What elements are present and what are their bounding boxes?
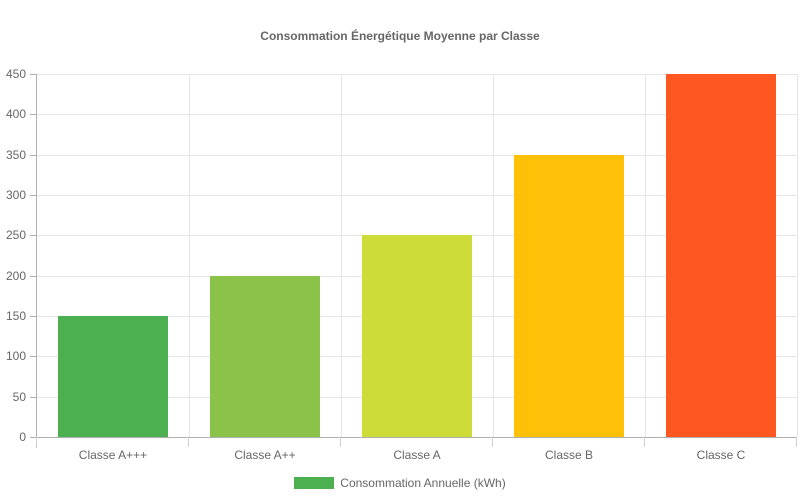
grid-line-vertical xyxy=(645,74,646,437)
y-tick-mark xyxy=(30,437,36,438)
grid-line-horizontal xyxy=(37,154,797,156)
y-tick-mark xyxy=(30,356,36,358)
x-tick-mark xyxy=(492,437,493,447)
x-tick-label: Classe A+++ xyxy=(78,448,148,462)
x-tick-mark xyxy=(340,437,341,447)
grid-line-vertical xyxy=(189,74,190,437)
bar-classe-aplusplusplus[interactable] xyxy=(58,316,168,437)
grid-line-horizontal xyxy=(37,74,797,75)
bar-classe-a[interactable] xyxy=(362,235,472,437)
bar-classe-b[interactable] xyxy=(514,154,624,437)
y-tick-mark xyxy=(30,154,36,156)
y-tick-label: 350 xyxy=(5,147,26,162)
grid-line-horizontal xyxy=(37,114,797,116)
y-tick-mark xyxy=(30,316,36,317)
grid-line-vertical xyxy=(493,74,494,437)
x-tick-label: Classe A++ xyxy=(234,448,296,462)
y-axis-line xyxy=(36,74,37,448)
y-tick-mark xyxy=(30,396,36,398)
y-tick-mark xyxy=(30,275,36,277)
grid-line-horizontal xyxy=(37,195,797,196)
y-tick-label: 150 xyxy=(5,309,26,323)
x-tick-mark xyxy=(188,437,189,447)
bar-classe-c[interactable] xyxy=(666,74,776,437)
y-tick-label: 50 xyxy=(12,389,26,404)
grid-line-vertical xyxy=(797,74,798,437)
y-tick-mark xyxy=(30,74,36,75)
legend[interactable]: Consommation Annuelle (kWh) xyxy=(0,476,800,490)
y-tick-label: 250 xyxy=(5,228,26,243)
x-tick-mark xyxy=(796,437,797,447)
y-tick-mark xyxy=(30,114,36,116)
x-axis-line xyxy=(30,437,797,438)
x-tick-label: Classe B xyxy=(544,448,594,462)
grid-line-vertical xyxy=(341,74,342,437)
chart-title: Consommation Énergétique Moyenne par Cla… xyxy=(260,29,540,43)
plot-area xyxy=(37,74,798,438)
legend-swatch[interactable] xyxy=(294,477,335,489)
y-tick-label: 0 xyxy=(19,430,26,444)
x-tick-label: Classe A xyxy=(393,448,441,462)
bar-classe-aplusplus[interactable] xyxy=(210,275,320,437)
y-tick-label: 400 xyxy=(5,107,26,122)
y-tick-label: 300 xyxy=(5,188,26,202)
y-tick-label: 200 xyxy=(5,268,26,283)
x-tick-mark xyxy=(36,437,37,447)
legend-label[interactable]: Consommation Annuelle (kWh) xyxy=(340,476,506,490)
x-tick-mark xyxy=(644,437,645,447)
y-tick-label: 450 xyxy=(5,67,26,81)
y-tick-mark xyxy=(30,195,36,196)
x-tick-label: Classe C xyxy=(696,448,746,462)
y-tick-label: 100 xyxy=(5,349,26,364)
y-tick-mark xyxy=(30,235,36,237)
